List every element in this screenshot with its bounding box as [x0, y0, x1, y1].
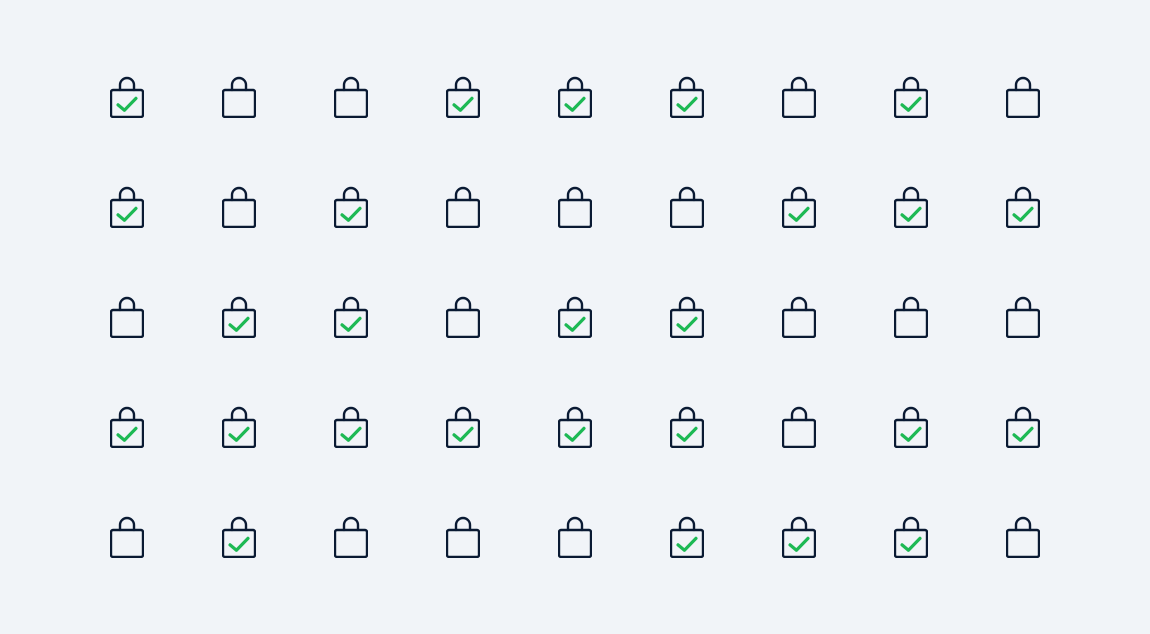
lock-icon	[222, 186, 256, 228]
lock-checked-icon	[782, 516, 816, 558]
lock-checked-icon	[558, 76, 592, 118]
lock-checked-icon	[446, 406, 480, 448]
lock-checked-icon	[894, 186, 928, 228]
lock-checked-icon	[110, 76, 144, 118]
lock-icon	[782, 296, 816, 338]
lock-checked-icon	[222, 406, 256, 448]
lock-checked-icon	[670, 406, 704, 448]
lock-icon	[782, 406, 816, 448]
lock-icon	[558, 186, 592, 228]
lock-icon	[1006, 516, 1040, 558]
lock-checked-icon	[334, 186, 368, 228]
lock-grid	[110, 76, 1040, 558]
lock-checked-icon	[894, 406, 928, 448]
lock-checked-icon	[558, 296, 592, 338]
lock-checked-icon	[670, 516, 704, 558]
lock-icon	[558, 516, 592, 558]
lock-icon	[670, 186, 704, 228]
lock-checked-icon	[782, 186, 816, 228]
lock-checked-icon	[334, 406, 368, 448]
lock-checked-icon	[110, 406, 144, 448]
lock-icon	[1006, 296, 1040, 338]
lock-checked-icon	[1006, 406, 1040, 448]
lock-checked-icon	[110, 186, 144, 228]
lock-icon	[222, 76, 256, 118]
lock-icon	[782, 76, 816, 118]
lock-checked-icon	[670, 296, 704, 338]
lock-icon	[446, 516, 480, 558]
lock-checked-icon	[1006, 186, 1040, 228]
lock-icon	[446, 186, 480, 228]
lock-checked-icon	[558, 406, 592, 448]
lock-checked-icon	[222, 516, 256, 558]
lock-checked-icon	[894, 516, 928, 558]
lock-icon	[334, 516, 368, 558]
lock-checked-icon	[222, 296, 256, 338]
lock-icon	[334, 76, 368, 118]
lock-icon	[110, 296, 144, 338]
lock-icon	[446, 296, 480, 338]
lock-icon	[894, 296, 928, 338]
lock-checked-icon	[334, 296, 368, 338]
lock-checked-icon	[670, 76, 704, 118]
lock-icon	[110, 516, 144, 558]
lock-icon	[1006, 76, 1040, 118]
lock-checked-icon	[446, 76, 480, 118]
lock-checked-icon	[894, 76, 928, 118]
